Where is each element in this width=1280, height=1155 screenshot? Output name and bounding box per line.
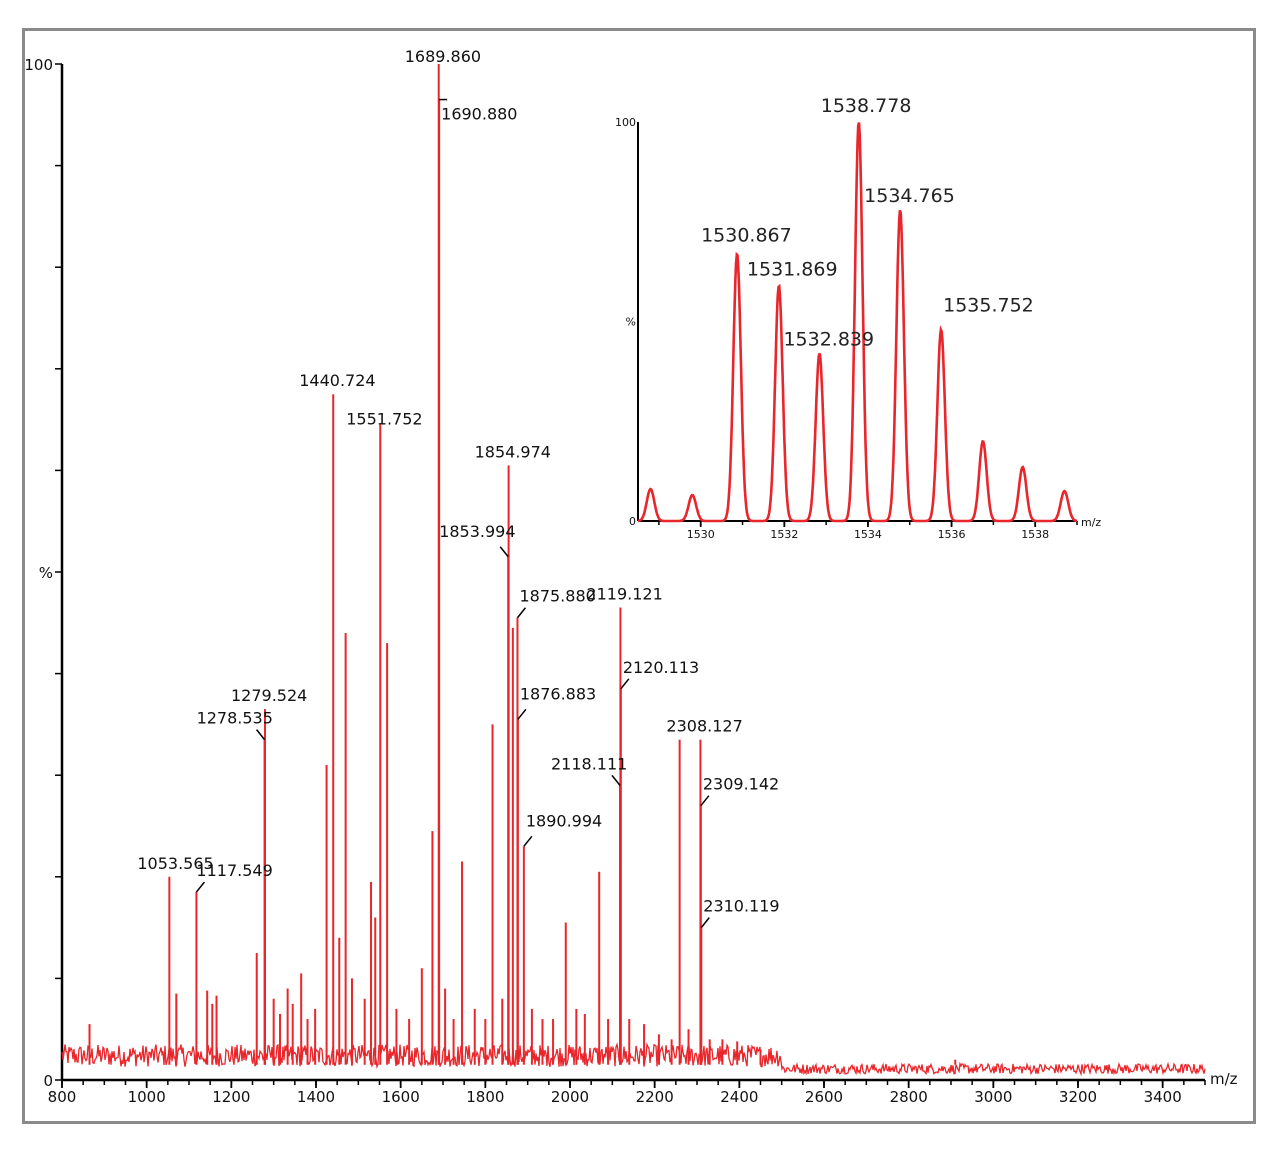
y-tick-label: % (626, 316, 636, 329)
x-tick-label: 3000 (974, 1088, 1012, 1106)
x-tick-label: 1600 (382, 1088, 420, 1106)
peak-label: 1279.524 (231, 686, 307, 705)
peak-label-leader (700, 795, 710, 807)
x-tick-label: 2400 (720, 1088, 758, 1106)
peak-label-leader (523, 835, 533, 847)
x-tick-label: 3400 (1144, 1088, 1182, 1106)
chart-frame (22, 28, 1256, 1124)
y-tick-label: % (39, 564, 53, 582)
peak-label-leader (517, 708, 527, 720)
peak-label-leader (516, 607, 527, 619)
peak-label-leader (611, 774, 621, 786)
x-tick-label: 2200 (636, 1088, 674, 1106)
x-tick-label: 2600 (805, 1088, 843, 1106)
y-tick-label: 0 (43, 1072, 53, 1090)
x-tick-label: 3200 (1059, 1088, 1097, 1106)
x-tick-label: 1200 (212, 1088, 250, 1106)
peak-label: 1278.535 (197, 709, 273, 728)
peak-label: 1530.867 (701, 225, 792, 247)
x-tick-label: 1534 (854, 528, 882, 541)
peak-label: 1538.778 (821, 95, 912, 117)
peak-label: 1117.549 (196, 861, 272, 880)
peak-label: 2118.111 (551, 754, 627, 773)
x-axis-label: m/z (1081, 516, 1101, 529)
x-tick-label: 1530 (687, 528, 715, 541)
x-tick-label: 1800 (466, 1088, 504, 1106)
x-tick-label: 1536 (938, 528, 966, 541)
peak-label: 2308.127 (666, 717, 742, 736)
peak-label: 2120.113 (623, 658, 699, 677)
peak-label: 1053.565 (137, 854, 213, 873)
peak-label: 1690.880 (441, 105, 517, 124)
peak-label: 1875.880 (519, 587, 595, 606)
peak-label: 2309.142 (703, 775, 779, 794)
isotope-trace (637, 122, 1078, 523)
peak-label: 1440.724 (299, 371, 375, 390)
peak-label: 1532.839 (783, 328, 874, 350)
peak-label: 1531.869 (747, 259, 838, 281)
y-tick-label: 0 (629, 515, 636, 528)
peak-label: 1534.765 (864, 185, 955, 207)
peak-label-leader (620, 678, 630, 690)
y-tick-label: 100 (615, 116, 636, 129)
peak-label: 1535.752 (943, 294, 1034, 316)
peak-label: 2310.119 (703, 897, 779, 916)
spectrum-baseline (61, 1042, 1206, 1077)
peak-label: 1854.974 (475, 442, 551, 461)
peak-label-leader (255, 729, 266, 741)
peak-label: 1876.883 (520, 684, 596, 703)
peak-label: 1853.994 (439, 522, 515, 541)
peak-label: 1689.860 (405, 47, 481, 66)
peak-label-leader (499, 546, 509, 558)
x-tick-label: 1000 (128, 1088, 166, 1106)
y-tick-label: 100 (24, 56, 53, 74)
peak-label-leader (700, 917, 710, 929)
x-tick-label: 2000 (551, 1088, 589, 1106)
x-tick-label: 800 (48, 1088, 77, 1106)
peak-label: 1551.752 (346, 410, 422, 429)
x-axis-label: m/z (1210, 1070, 1238, 1088)
x-tick-label: 1400 (297, 1088, 335, 1106)
peak-label-leader (195, 881, 205, 893)
x-tick-label: 2800 (890, 1088, 928, 1106)
x-tick-label: 1532 (770, 528, 798, 541)
peak-label: 2119.121 (586, 585, 662, 604)
peak-label: 1890.994 (526, 811, 602, 830)
inset-spectrum-plot: 0% 100 1530 1532 1534 1536 1538 m/z 1538.778 1534… (615, 95, 1101, 541)
x-tick-label: 1538 (1021, 528, 1049, 541)
